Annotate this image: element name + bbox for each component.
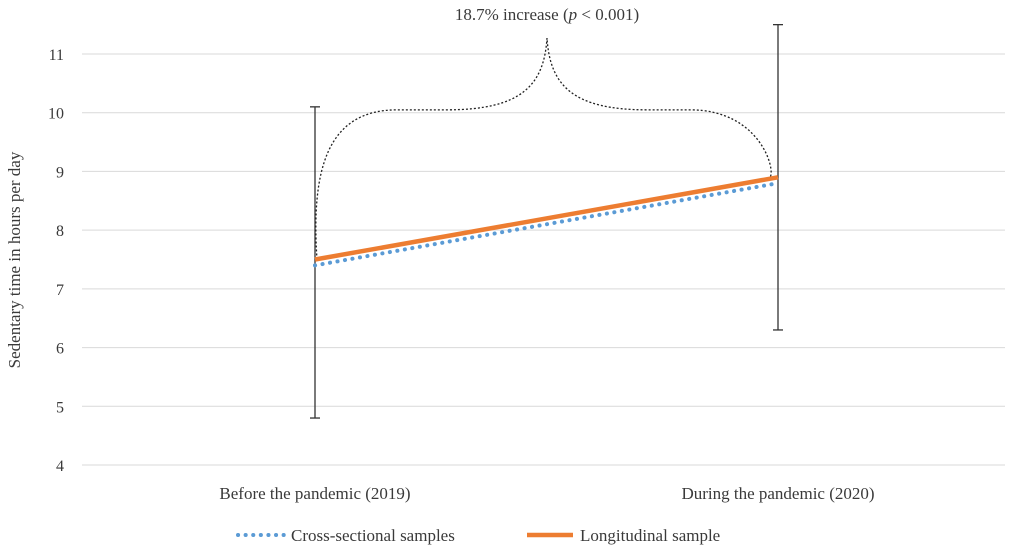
grid — [82, 53, 1005, 466]
y-tick-label-11: 11 — [49, 47, 64, 64]
y-tick-label-5: 5 — [56, 399, 64, 416]
legend-label-0: Cross-sectional samples — [291, 526, 455, 545]
annotation-prefix: 18.7% increase ( — [455, 5, 569, 24]
series-lines — [313, 175, 780, 268]
legend-label-1: Longitudinal sample — [580, 526, 720, 545]
y-axis-ticks: 4 5 6 7 8 9 10 11 — [48, 47, 64, 475]
x-tick-label-0: Before the pandemic (2019) — [219, 484, 410, 503]
series-line-0 — [313, 181, 780, 268]
y-axis-label: Sedentary time in hours per day — [5, 151, 24, 368]
legend: Cross-sectional samples Longitudinal samp… — [236, 526, 720, 545]
y-tick-label-9: 9 — [56, 164, 64, 181]
significance-brace — [315, 37, 772, 260]
annotation-italic-p: p — [568, 5, 578, 24]
y-tick-label-7: 7 — [56, 282, 64, 299]
y-tick-label-4: 4 — [56, 458, 64, 475]
x-axis-ticks: Before the pandemic (2019) During the pan… — [219, 484, 874, 503]
series-line-1 — [314, 175, 779, 262]
x-tick-label-1: During the pandemic (2020) — [681, 484, 874, 503]
error-bars — [310, 23, 783, 419]
y-tick-label-6: 6 — [56, 341, 64, 358]
y-tick-label-8: 8 — [56, 223, 64, 240]
annotation-suffix: < 0.001) — [577, 5, 639, 24]
y-tick-label-10: 10 — [48, 106, 64, 123]
annotation-label: 18.7% increase (p < 0.001) — [455, 5, 639, 24]
